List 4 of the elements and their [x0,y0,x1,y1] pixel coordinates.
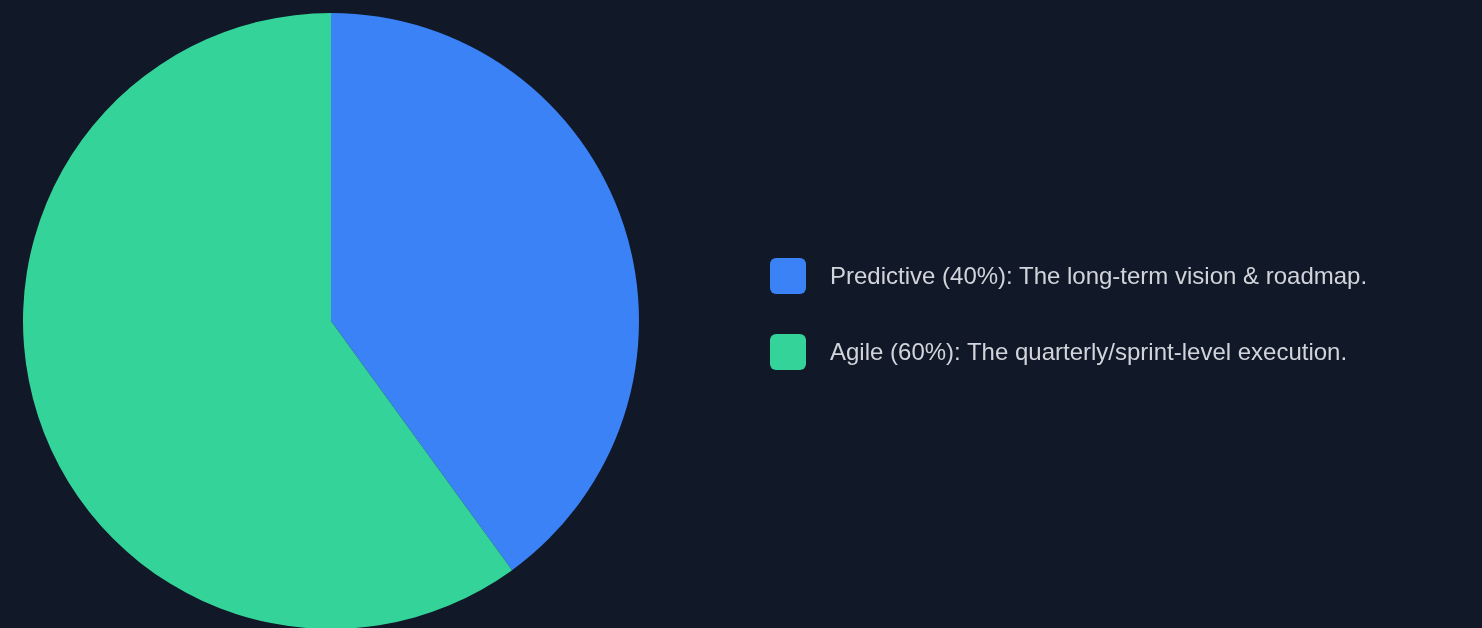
pie-slice [23,13,513,628]
legend-label: Predictive (40%): The long-term vision & roadmap. [830,262,1368,290]
pie-slice [331,13,639,571]
legend-label: Agile (60%): The quarterly/sprint-level execution. [830,338,1348,366]
